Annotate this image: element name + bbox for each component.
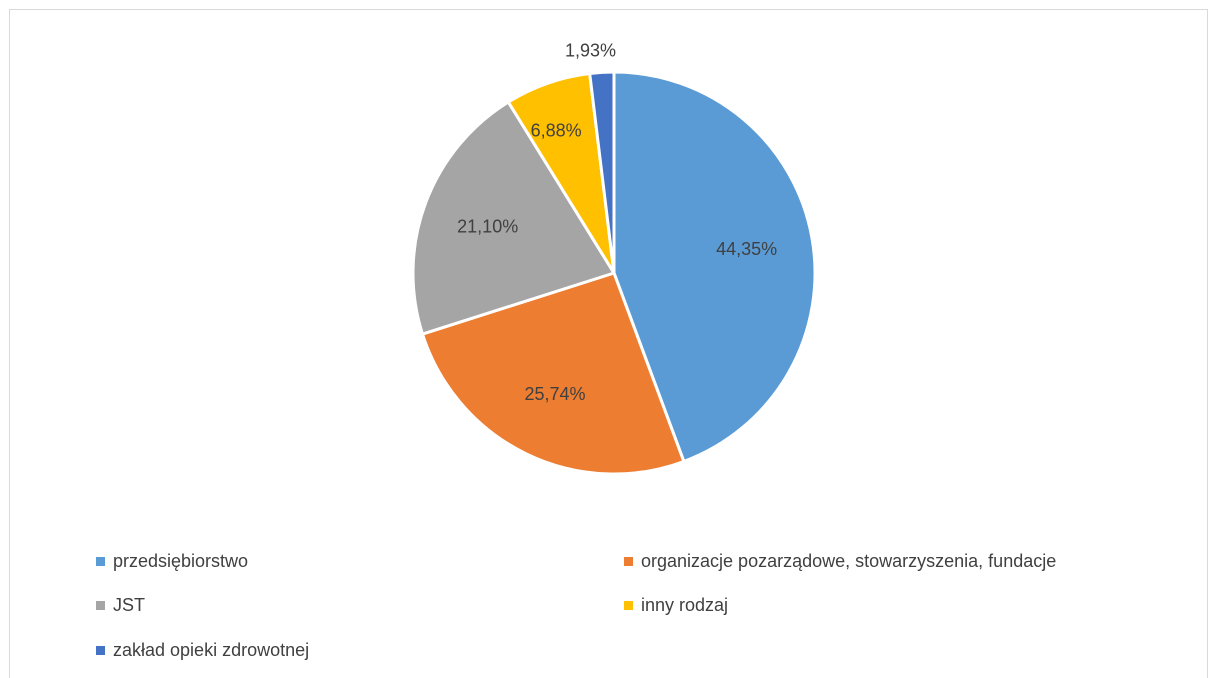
- slice-label-3: 6,88%: [531, 121, 582, 141]
- pie-slice-2: [411, 100, 616, 336]
- pie-slices: [411, 70, 817, 476]
- slice-label-1: 25,74%: [524, 384, 585, 404]
- pie-slice-1: [420, 271, 686, 476]
- pie-slice-4: [588, 70, 616, 275]
- slice-label-2: 21,10%: [457, 216, 518, 236]
- slice-labels: 44,35% 25,74% 21,10% 6,88% 1,93%: [457, 40, 777, 404]
- slice-label-0: 44,35%: [716, 239, 777, 259]
- slice-label-4: 1,93%: [565, 40, 616, 60]
- pie-slice-0: [612, 70, 817, 463]
